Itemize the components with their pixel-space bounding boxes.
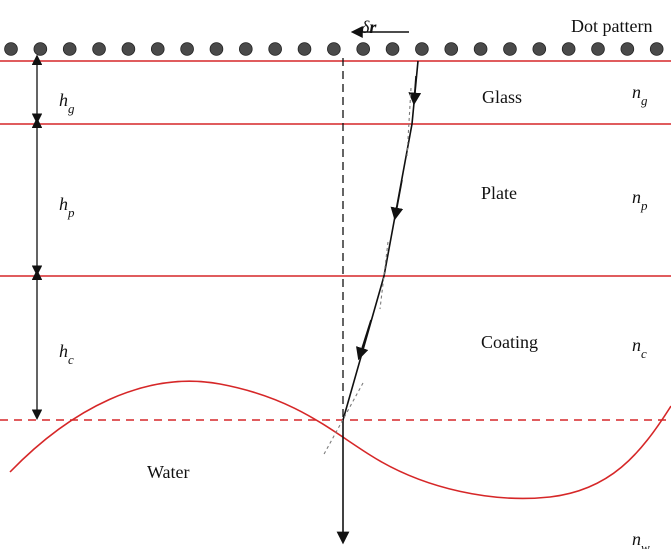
pattern-dot [415,42,429,56]
h-g-label: hg [59,90,75,116]
glass-ray-arrow [408,75,422,106]
coating-label: Coating [481,332,538,352]
pattern-dot [209,42,224,56]
water-surface-curve [9,380,671,500]
pattern-dot [620,42,635,56]
n-w-subscript: w [641,540,650,549]
n-g-subscript: g [641,93,648,108]
pattern-dot [297,42,312,56]
plate-label: Plate [481,183,517,203]
vector-r-symbol: r [369,17,377,37]
n-p-subscript: p [640,198,648,213]
pattern-dot [268,42,282,56]
n-c-main: n [632,335,641,355]
h-c-label: hc [59,341,74,367]
pattern-dot [473,42,488,56]
pattern-dot [356,42,371,56]
n-w-label: nw [632,529,650,549]
pattern-dot [561,42,576,56]
h-c-subscript: c [68,352,74,367]
water-tangent-guide [322,382,364,457]
coating-ray-arrow [356,319,372,361]
pattern-dot [649,42,664,56]
water-label: Water [147,462,190,482]
dot-pattern [4,42,664,56]
h-c-main: h [59,341,68,361]
pattern-dot [327,42,341,56]
h-p-label: hp [59,194,75,220]
delta-symbol: δ [361,17,370,37]
h-p-main: h [59,194,68,214]
pattern-dot [444,42,459,56]
n-w-main: n [632,529,641,549]
n-c-subscript: c [641,346,647,361]
pattern-dot [385,42,400,56]
delta-label: δr [361,17,377,37]
n-g-label: ng [632,82,648,108]
plate-tangent-guide [379,241,389,310]
pattern-dot [33,42,48,56]
glass-label: Glass [482,87,522,107]
pattern-dot [503,42,517,56]
n-p-main: n [632,187,641,207]
plate-ray-arrow [390,179,404,221]
h-p-subscript: p [67,205,75,220]
h-g-main: h [59,90,68,110]
refracted-ray-path [342,60,419,421]
pattern-dot [4,42,18,56]
n-c-label: nc [632,335,647,361]
pattern-dot [591,42,605,56]
pattern-dot [532,42,547,56]
pattern-dot [239,42,253,56]
pattern-dot [121,42,136,56]
h-g-subscript: g [68,101,75,116]
glass-tangent-guide [406,87,412,157]
pattern-dot [180,42,194,56]
n-g-main: n [632,82,641,102]
pattern-dot [62,42,77,56]
pattern-dot [150,42,165,56]
pattern-dot [92,42,106,56]
dot-pattern-label: Dot pattern [571,16,652,36]
n-p-label: np [632,187,648,213]
